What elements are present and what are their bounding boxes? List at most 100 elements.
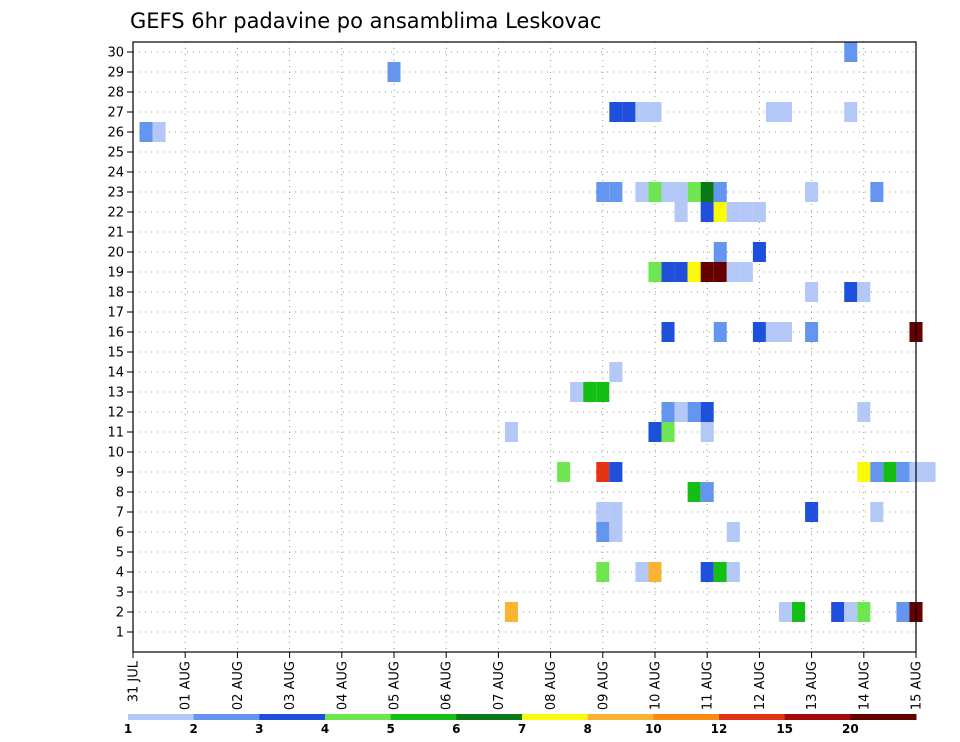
precip-cell: [635, 562, 649, 582]
y-tick-label: 27: [107, 106, 124, 121]
precip-cell: [609, 522, 623, 542]
precip-cell: [713, 562, 727, 582]
precip-cell: [139, 122, 153, 142]
precip-cell: [752, 202, 766, 222]
precip-cell: [739, 262, 753, 282]
x-tick-label: 31 JUL: [127, 660, 142, 702]
y-tick-label: 9: [116, 466, 124, 481]
precip-cell: [152, 122, 166, 142]
precip-cell: [844, 42, 858, 62]
colorbar-segment: [128, 714, 195, 720]
colorbar-label: 6: [452, 722, 460, 736]
precip-cell: [622, 102, 636, 122]
precip-cell: [687, 482, 701, 502]
colorbar-label: 7: [518, 722, 526, 736]
y-tick-label: 20: [107, 246, 124, 261]
precip-cell: [504, 602, 518, 622]
colorbar-label: 1: [124, 722, 132, 736]
colorbar-legend: 1 2 3 4 5 6 7 8 10 12 15 20: [124, 714, 917, 736]
y-tick-label: 4: [116, 566, 124, 581]
precip-cell: [870, 182, 884, 202]
colorbar-label: 4: [321, 722, 329, 736]
precip-cell: [661, 262, 675, 282]
precip-cell: [778, 602, 793, 622]
x-tick-label: 02 AUG: [231, 661, 246, 710]
precip-cell: [700, 262, 714, 282]
precip-cell: [752, 322, 766, 342]
y-tick-label: 1: [116, 626, 124, 641]
y-tick-label: 6: [116, 526, 124, 541]
precip-cell: [870, 462, 884, 482]
precip-cell: [596, 182, 610, 202]
precip-cell: [726, 522, 740, 542]
precip-cell: [661, 322, 675, 342]
precip-cell: [700, 482, 714, 502]
x-tick-label: 14 AUG: [857, 661, 872, 710]
precip-cell: [765, 102, 779, 122]
precip-cell: [609, 182, 623, 202]
y-tick-label: 12: [107, 406, 124, 421]
y-tick-label: 13: [107, 386, 124, 401]
precip-cell: [648, 102, 662, 122]
x-tick-label: 05 AUG: [388, 661, 403, 710]
precip-cell: [557, 462, 571, 482]
precip-cell: [570, 382, 584, 402]
colorbar-segment: [259, 714, 326, 720]
y-tick-label: 21: [107, 226, 124, 241]
colorbar-label: 3: [255, 722, 263, 736]
precip-cell: [857, 402, 871, 422]
x-tick-label: 10 AUG: [649, 661, 664, 710]
colorbar-segment: [193, 714, 260, 720]
precip-cell: [896, 462, 910, 482]
precip-cell: [635, 182, 649, 202]
colorbar-segment: [390, 714, 457, 720]
precip-cell: [635, 102, 649, 122]
x-tick-label: 08 AUG: [544, 661, 559, 710]
precip-cell: [596, 462, 610, 482]
y-tick-label: 7: [116, 506, 124, 521]
y-tick-label: 10: [107, 446, 124, 461]
x-tick-label: 15 AUG: [910, 661, 925, 710]
precip-cell: [713, 262, 727, 282]
x-tick-label: 13 AUG: [805, 661, 820, 710]
y-tick-label: 19: [107, 266, 124, 281]
precip-cell: [648, 262, 662, 282]
precip-cell: [805, 322, 819, 342]
precip-cell: [504, 422, 518, 442]
colorbar-label: 2: [189, 722, 197, 736]
y-tick-label: 22: [107, 206, 124, 221]
y-tick-label: 11: [107, 426, 124, 441]
x-axis: 31 JUL 01 AUG 02 AUG 03 AUG 04 AUG 05 AUG 06 A…: [127, 652, 925, 710]
y-tick-label: 30: [107, 46, 124, 61]
precip-cell: [857, 462, 871, 482]
x-tick-label: 11 AUG: [701, 661, 716, 710]
precip-cell: [713, 242, 727, 262]
colorbar-segment: [325, 714, 392, 720]
precip-cell: [831, 602, 845, 622]
precip-cell: [387, 62, 401, 82]
colorbar-segment: [587, 714, 654, 720]
precip-cell: [596, 502, 610, 522]
precip-cell: [922, 462, 936, 482]
precip-cell: [596, 522, 610, 542]
colorbar-segment: [719, 714, 786, 720]
y-tick-label: 2: [116, 606, 124, 621]
precip-cell: [870, 502, 884, 522]
precip-cell: [896, 602, 910, 622]
precip-cell: [609, 462, 623, 482]
precip-cell: [661, 182, 675, 202]
plot-frame: [132, 41, 917, 653]
grid-lines: [133, 42, 916, 652]
precip-cell: [844, 602, 858, 622]
precip-cell: [726, 262, 740, 282]
y-tick-label: 24: [107, 166, 124, 181]
colorbar-segment: [653, 714, 720, 720]
precip-cell: [596, 562, 610, 582]
precip-cell: [778, 322, 793, 342]
x-tick-label: 12 AUG: [753, 661, 768, 710]
precip-cell: [648, 422, 662, 442]
precip-cell: [609, 102, 623, 122]
precip-cell: [713, 202, 727, 222]
x-tick-label: 09 AUG: [596, 661, 611, 710]
colorbar-label: 15: [776, 722, 793, 736]
